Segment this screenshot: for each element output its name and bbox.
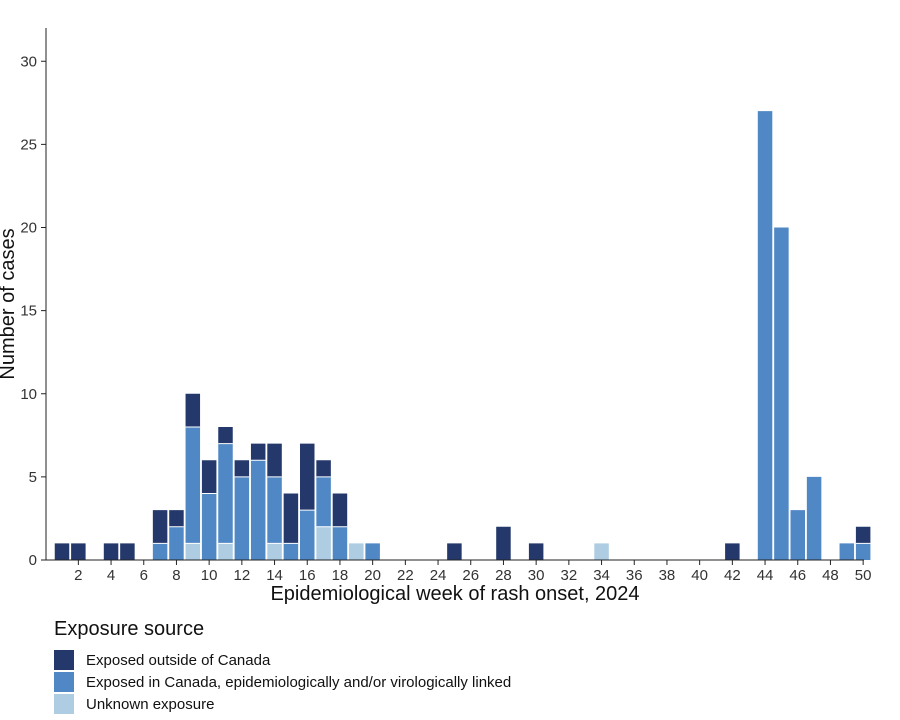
- bar-week-30-series-2: [528, 543, 544, 561]
- bar-week-13-series-1: [250, 460, 266, 560]
- bar-week-5-series-2: [120, 543, 135, 561]
- bar-week-20-series-1: [365, 543, 380, 561]
- bar-week-1-series-2: [54, 543, 70, 561]
- bar-week-13-series-2: [250, 443, 266, 461]
- legend-swatch: [54, 694, 74, 714]
- x-tick-label: 44: [757, 567, 774, 584]
- bar-week-15-series-1: [283, 543, 299, 561]
- x-tick-label: 32: [561, 567, 578, 584]
- legend-label: Exposed outside of Canada: [86, 651, 271, 669]
- x-tick-label: 50: [855, 567, 872, 584]
- legend-item: Unknown exposure: [54, 693, 511, 715]
- bar-week-34-series-0: [594, 543, 609, 561]
- y-tick-label: 0: [29, 552, 37, 569]
- bar-week-7-series-2: [152, 510, 168, 544]
- x-tick-label: 26: [462, 567, 479, 584]
- bar-week-18-series-2: [332, 493, 348, 527]
- legend-swatch: [54, 672, 74, 692]
- bar-week-45-series-1: [774, 227, 789, 560]
- bar-week-7-series-1: [152, 543, 168, 561]
- bar-week-17-series-1: [316, 476, 331, 527]
- bar-week-18-series-1: [332, 526, 348, 560]
- y-tick-label: 20: [20, 220, 37, 237]
- x-tick-label: 2: [74, 567, 82, 584]
- x-tick-label: 12: [234, 567, 251, 584]
- bar-week-14-series-2: [267, 443, 282, 477]
- bar-week-12-series-1: [234, 476, 250, 561]
- bar-week-47-series-1: [806, 476, 822, 561]
- bar-week-19-series-0: [349, 543, 364, 561]
- y-tick-label: 15: [20, 303, 37, 320]
- bar-week-9-series-2: [185, 393, 201, 427]
- bar-week-46-series-1: [790, 510, 805, 561]
- bar-week-44-series-1: [757, 111, 773, 561]
- legend-items: Exposed outside of Canada Exposed in Cana…: [54, 649, 511, 715]
- x-tick-label: 8: [172, 567, 180, 584]
- bar-week-11-series-1: [218, 443, 233, 544]
- x-tick-label: 16: [299, 567, 316, 584]
- x-tick-label: 14: [266, 567, 283, 584]
- x-tick-label: 4: [107, 567, 115, 584]
- bar-week-11-series-2: [218, 427, 233, 444]
- bar-week-50-series-1: [855, 543, 871, 561]
- bar-week-9-series-1: [185, 427, 201, 544]
- x-tick-label: 46: [789, 567, 806, 584]
- bar-week-10-series-1: [201, 493, 217, 560]
- x-tick-label: 34: [593, 567, 610, 584]
- y-tick-label: 25: [20, 136, 37, 153]
- legend-label: Exposed in Canada, epidemiologically and…: [86, 673, 512, 691]
- x-tick-label: 10: [201, 567, 218, 584]
- bar-week-42-series-2: [725, 543, 740, 561]
- bar-week-9-series-0: [185, 543, 201, 561]
- y-tick-label: 5: [29, 469, 37, 486]
- bars-group: [54, 111, 871, 561]
- x-tick-label: 40: [691, 567, 708, 584]
- bar-week-25-series-2: [447, 543, 462, 561]
- x-tick-label: 6: [140, 567, 148, 584]
- x-tick-label: 48: [822, 567, 839, 584]
- bar-week-50-series-2: [855, 526, 871, 544]
- bar-week-2-series-2: [71, 543, 86, 561]
- bar-week-16-series-1: [300, 510, 315, 561]
- bar-week-14-series-1: [267, 476, 282, 544]
- x-tick-label: 30: [528, 567, 545, 584]
- bar-week-17-series-2: [316, 460, 331, 477]
- legend-label: Unknown exposure: [86, 695, 215, 713]
- legend-swatch: [54, 650, 74, 670]
- bar-week-28-series-2: [496, 526, 511, 560]
- x-tick-label: 18: [332, 567, 349, 584]
- legend-item: Exposed in Canada, epidemiologically and…: [54, 671, 511, 693]
- bar-week-4-series-2: [103, 543, 119, 561]
- bar-week-16-series-2: [300, 443, 315, 511]
- bar-week-10-series-2: [201, 460, 217, 494]
- y-axis-title: Number of cases: [0, 228, 19, 379]
- x-tick-label: 42: [724, 567, 741, 584]
- bar-week-12-series-2: [234, 460, 250, 477]
- x-axis: 2 4 6 8 10 12 14 16 18 20 22 24 26 28 30 32 34 36 38 40 42 44…: [46, 559, 872, 584]
- legend-title: Exposure source: [54, 618, 205, 640]
- x-tick-label: 28: [495, 567, 512, 584]
- bar-week-17-series-0: [316, 526, 331, 560]
- y-tick-label: 10: [20, 386, 37, 403]
- bar-week-49-series-1: [839, 543, 855, 561]
- bar-week-14-series-0: [267, 543, 282, 561]
- x-tick-label: 20: [364, 567, 381, 584]
- legend: Exposure source Exposed outside of Canad…: [54, 618, 511, 715]
- x-tick-label: 38: [659, 567, 676, 584]
- x-tick-label: 36: [626, 567, 643, 584]
- bar-week-11-series-0: [218, 543, 233, 561]
- bar-week-15-series-2: [283, 493, 299, 544]
- legend-item: Exposed outside of Canada: [54, 649, 511, 671]
- y-tick-label: 30: [20, 53, 37, 70]
- x-tick-label: 22: [397, 567, 414, 584]
- x-tick-label: 24: [430, 567, 447, 584]
- bar-week-8-series-2: [169, 510, 184, 527]
- x-axis-title: Epidemiological week of rash onset, 2024: [270, 583, 639, 605]
- y-axis: 0 5 10 15 20 25 30: [20, 28, 47, 569]
- bar-week-8-series-1: [169, 526, 184, 560]
